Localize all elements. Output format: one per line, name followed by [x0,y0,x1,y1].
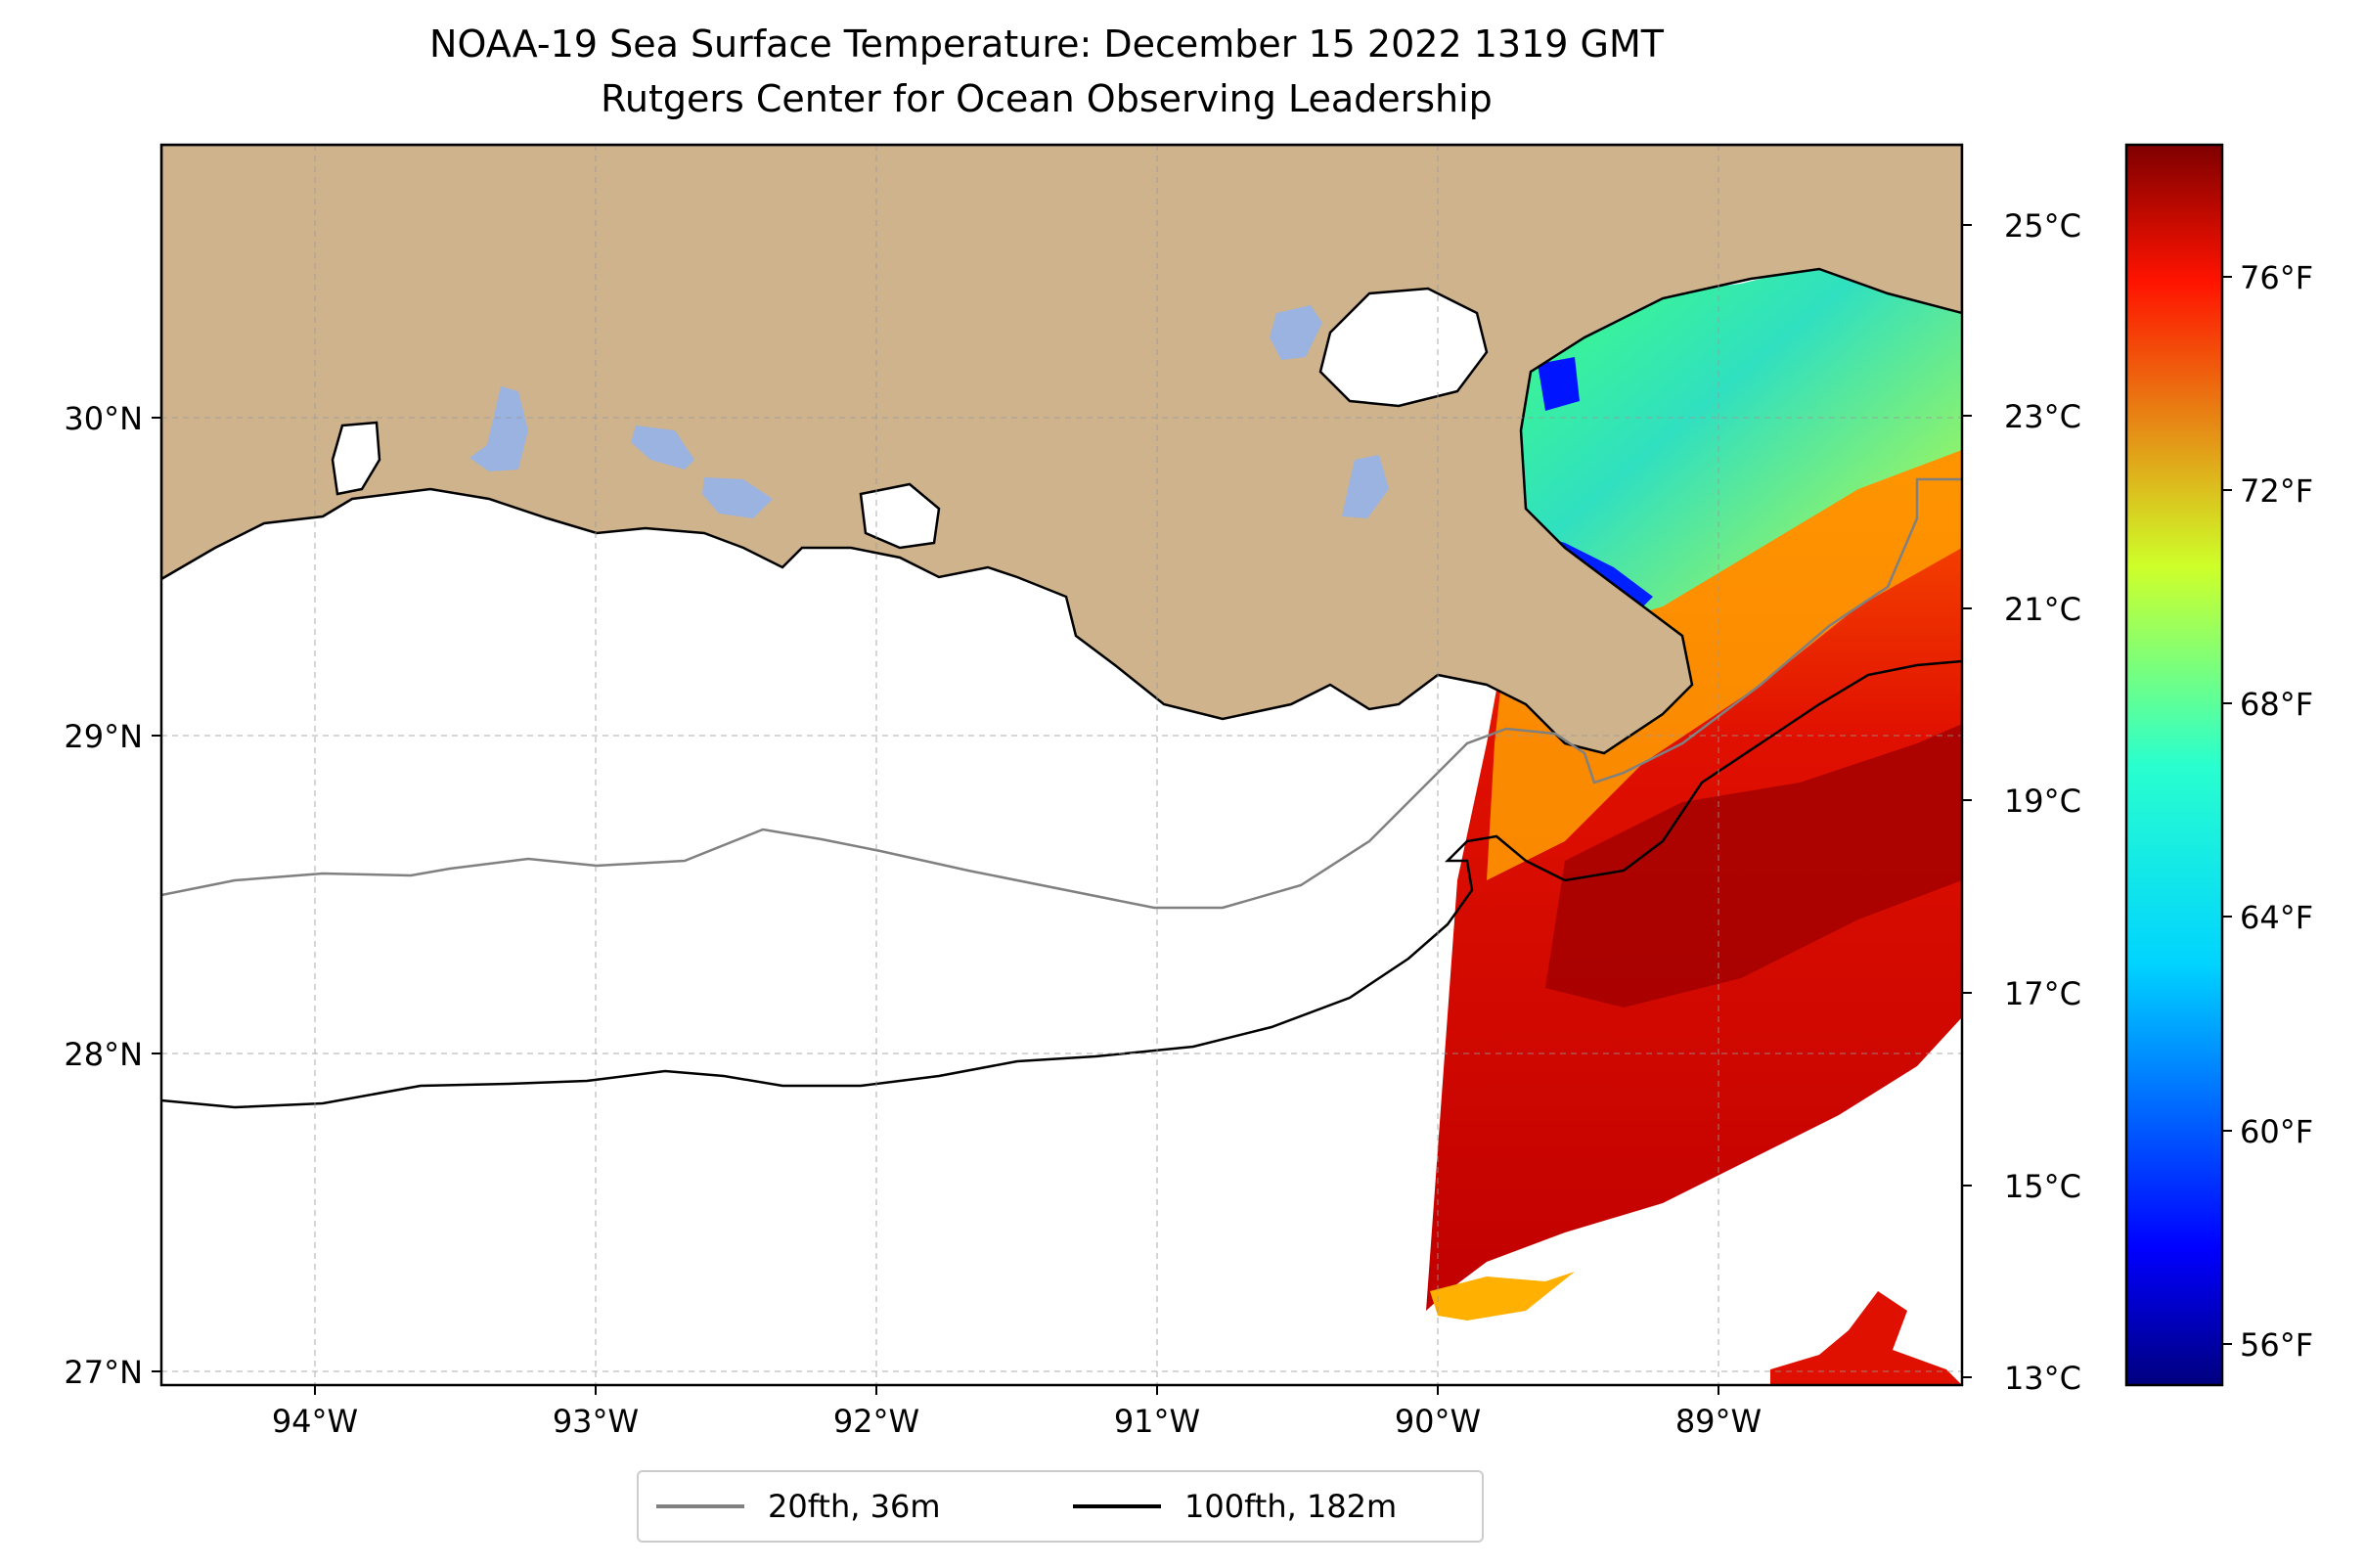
celsius-tick-label: 25°C [2004,207,2081,245]
fahrenheit-tick-label: 56°F [2240,1326,2313,1364]
lakes [469,305,1389,518]
lon-axis: 94°W 93°W 92°W 91°W 90°W 89°W [272,1385,1762,1440]
celsius-tick-label: 19°C [2004,783,2081,820]
colorbar-fahrenheit-axis: 76°F 72°F 68°F 64°F 60°F 56°F [2222,259,2313,1364]
lake-calcasieu [469,386,528,471]
land-mass [161,145,1962,755]
sst-south-patch [1770,1291,1962,1385]
lake-white [702,477,773,518]
celsius-tick-label: 21°C [2004,591,2081,628]
legend-item-20fth: 20fth, 36m [656,1472,940,1541]
lake-sabine [331,421,381,496]
fahrenheit-tick-label: 68°F [2240,686,2313,723]
lon-tick-label: 94°W [272,1403,358,1440]
sst-warm-core [1545,724,1962,1008]
colorbar-celsius-axis: 25°C 23°C 21°C 19°C 17°C 15°C 13°C [1962,207,2081,1397]
isobath-100fth [161,659,1962,1109]
lake-salvador [1342,455,1389,518]
isobath-20fth [161,477,1962,910]
legend-swatch-black [1073,1504,1161,1508]
celsius-tick-label: 23°C [2004,398,2081,435]
sst-cool-shelf [1511,264,1962,646]
legend-swatch-gray [656,1504,744,1508]
legend-item-100fth: 100fth, 182m [1073,1472,1397,1541]
sst-swath [1426,264,1962,1385]
celsius-tick-label: 13°C [2004,1360,2081,1397]
fahrenheit-tick-label: 72°F [2240,472,2313,510]
lat-axis: 30°N 29°N 28°N 27°N [64,400,161,1391]
lat-tick-label: 29°N [64,718,143,755]
lon-tick-label: 93°W [553,1403,639,1440]
lon-tick-label: 89°W [1675,1403,1762,1440]
sst-west-fringe [1430,1272,1575,1321]
legend-label: 20fth, 36m [768,1488,941,1525]
fahrenheit-tick-label: 64°F [2240,899,2313,936]
legend-label: 100fth, 182m [1184,1488,1398,1525]
fahrenheit-tick-label: 60°F [2240,1113,2313,1150]
map-frame [159,143,1964,1387]
celsius-tick-label: 17°C [2004,975,2081,1012]
lon-tick-label: 91°W [1114,1403,1200,1440]
sst-transition [1487,430,1962,880]
legend: 20fth, 36m 100fth, 182m [637,1470,1484,1543]
lake-pontchartrain [1318,287,1489,408]
sst-cold-patch-north [1538,357,1580,411]
lon-tick-label: 92°W [833,1403,919,1440]
chart-subtitle: Rutgers Center for Ocean Observing Leade… [601,77,1493,120]
bay-vermilion [859,482,941,550]
colorbar-gradient [2124,143,2224,1387]
lat-tick-label: 27°N [64,1354,143,1391]
land-louisiana [161,145,1962,755]
lon-tick-label: 90°W [1395,1403,1481,1440]
celsius-tick-label: 15°C [2004,1168,2081,1205]
lat-tick-label: 30°N [64,400,143,437]
fahrenheit-tick-label: 76°F [2240,259,2313,296]
lake-maurepas [1270,305,1322,360]
chart-title: NOAA-19 Sea Surface Temperature: Decembe… [429,22,1664,66]
lake-grand [631,426,694,470]
gridlines [161,145,1962,1385]
lat-tick-label: 28°N [64,1036,143,1073]
inland-water [331,287,1489,550]
